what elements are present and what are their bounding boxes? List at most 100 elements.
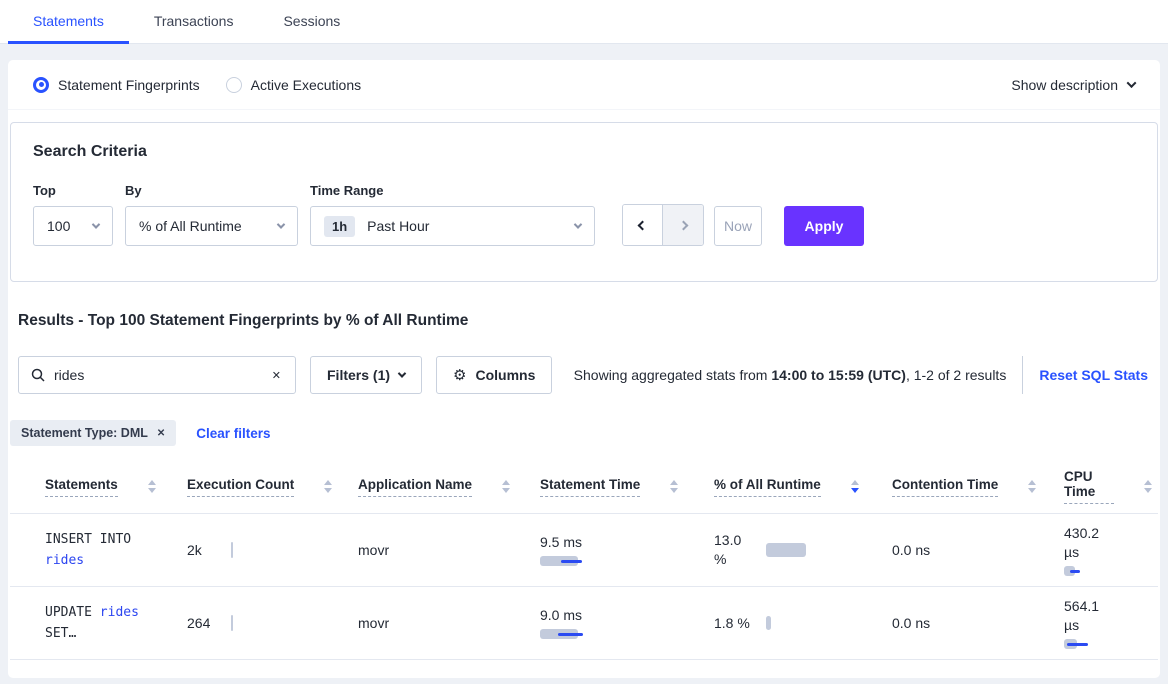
execution-count-bar [231,615,233,631]
time-range-badge: 1h [324,215,356,237]
search-input[interactable] [54,367,270,383]
application-name-cell: movr [358,615,540,631]
previous-time-button[interactable] [623,205,663,245]
tab-statements[interactable]: Statements [8,0,129,44]
clear-filters-link[interactable]: Clear filters [196,425,271,441]
top-select-value: 100 [47,218,71,234]
column-header-contention-time[interactable]: Contention Time [892,477,999,497]
statement-cell: INSERT INTO rides [45,529,165,571]
statement-type-filter-chip[interactable]: Statement Type: DML ✕ [10,420,177,446]
cpu-time-bar [1064,566,1108,576]
column-header-application-name[interactable]: Application Name [358,477,473,497]
chevron-left-icon [637,220,648,230]
pct-runtime-bar [766,616,771,630]
gear-icon: ⚙ [453,366,467,384]
execution-count-bar [231,542,233,558]
main-panel: Statement Fingerprints Active Executions… [8,60,1160,678]
tab-sessions[interactable]: Sessions [283,12,341,29]
execution-count-value: 2k [187,542,202,558]
view-toggle-row: Statement Fingerprints Active Executions… [8,60,1160,110]
application-name-value: movr [358,542,390,558]
search-box[interactable]: ✕ [18,356,296,394]
by-select-value: % of All Runtime [139,218,242,234]
results-toolbar: ✕ Filters (1) ⚙ Columns Showing aggregat… [18,356,1150,394]
statement-text: INSERT INTO [45,532,132,547]
sort-control[interactable] [1028,480,1037,493]
top-field: Top 100 [33,183,113,246]
reset-sql-stats-link[interactable]: Reset SQL Stats [1039,367,1148,383]
pct-runtime-cell: 1.8 % [714,614,892,633]
pct-runtime-value: 1.8 % [714,614,750,631]
view-mode-radio-group: Statement Fingerprints Active Executions [33,76,362,93]
application-name-value: movr [358,615,390,631]
by-select[interactable]: % of All Runtime [125,206,298,246]
search-criteria-form: Top 100 By % of All Runtime Time Range 1… [33,183,1135,246]
search-criteria-card: Search Criteria Top 100 By % of All Runt… [10,122,1158,282]
top-label: Top [33,183,56,198]
statement-time-cell: 9.5 ms [540,534,610,566]
time-range-select[interactable]: 1h Past Hour [310,206,595,246]
statement-link[interactable]: rides [99,605,139,620]
table-row: INSERT INTO rides 2k movr 9.5 ms 13.0 % [10,514,1158,587]
show-description-toggle[interactable]: Show description [1011,77,1137,93]
sort-control-active[interactable] [850,480,859,493]
time-nav-group [622,204,704,246]
cpu-time-value: 564.1 µs [1064,598,1100,633]
pct-runtime-cell: 13.0 % [714,531,892,569]
sort-control[interactable] [147,480,156,493]
filters-button-label: Filters (1) [327,367,391,383]
radio-statement-fingerprints-label: Statement Fingerprints [58,76,200,93]
now-button[interactable]: Now [714,206,762,246]
showing-stats-text: Showing aggregated stats from 14:00 to 1… [573,367,1007,383]
cpu-time-value: 430.2 µs [1064,525,1100,560]
radio-active-executions-label: Active Executions [250,76,362,93]
cpu-time-bar [1064,639,1108,649]
apply-button[interactable]: Apply [784,206,864,246]
chevron-down-icon [573,220,583,229]
remove-filter-icon[interactable]: ✕ [156,427,166,439]
statement-time-cell: 9.0 ms [540,607,610,639]
sort-control[interactable] [502,480,511,493]
tab-transactions[interactable]: Transactions [153,12,234,29]
sort-control[interactable] [670,480,679,493]
sort-control[interactable] [324,480,333,493]
filters-button[interactable]: Filters (1) [310,356,423,394]
cpu-time-cell: 430.2 µs [1064,524,1108,576]
filter-chip-row: Statement Type: DML ✕ Clear filters [10,420,1150,446]
chevron-down-icon [397,369,407,378]
columns-button[interactable]: ⚙ Columns [436,356,553,394]
chevron-down-icon [1126,78,1137,89]
radio-active-executions[interactable]: Active Executions [225,76,362,93]
time-range-value: Past Hour [367,218,430,234]
chevron-down-icon [276,220,286,229]
next-time-button[interactable] [663,205,703,245]
statement-link[interactable]: rides [45,553,85,568]
columns-button-label: Columns [475,367,536,383]
contention-time-cell: 0.0 ns [892,542,1064,558]
application-name-cell: movr [358,542,540,558]
clear-search-icon[interactable]: ✕ [271,369,281,382]
radio-statement-fingerprints[interactable]: Statement Fingerprints [33,76,200,93]
search-criteria-title: Search Criteria [33,143,147,160]
contention-time-value: 0.0 ns [892,542,931,558]
column-header-execution-count[interactable]: Execution Count [187,477,295,497]
statements-table: Statements Execution Count Application N… [10,460,1158,660]
column-header-statements[interactable]: Statements [45,477,118,497]
radio-selected-icon [33,76,49,93]
by-label: By [125,183,142,198]
pct-runtime-value: 13.0 % [714,532,742,567]
table-header-row: Statements Execution Count Application N… [10,460,1158,514]
sort-control[interactable] [1144,480,1152,493]
top-select[interactable]: 100 [33,206,113,246]
showing-range: 14:00 to 15:59 (UTC) [771,367,906,383]
pct-runtime-bar [766,543,806,557]
results-heading: Results - Top 100 Statement Fingerprints… [18,312,469,329]
statement-time-value: 9.5 ms [540,534,583,550]
statement-text: UPDATE [45,605,100,620]
statement-time-bar [540,629,610,639]
column-header-statement-time[interactable]: Statement Time [540,477,641,497]
column-header-pct-of-all-runtime[interactable]: % of All Runtime [714,477,821,497]
column-header-cpu-time[interactable]: CPU Time [1064,469,1114,504]
page-tabs: Statements Transactions Sessions [0,0,1168,44]
table-row: UPDATE rides SET… 264 movr 9.0 ms 1.8 % [10,587,1158,660]
